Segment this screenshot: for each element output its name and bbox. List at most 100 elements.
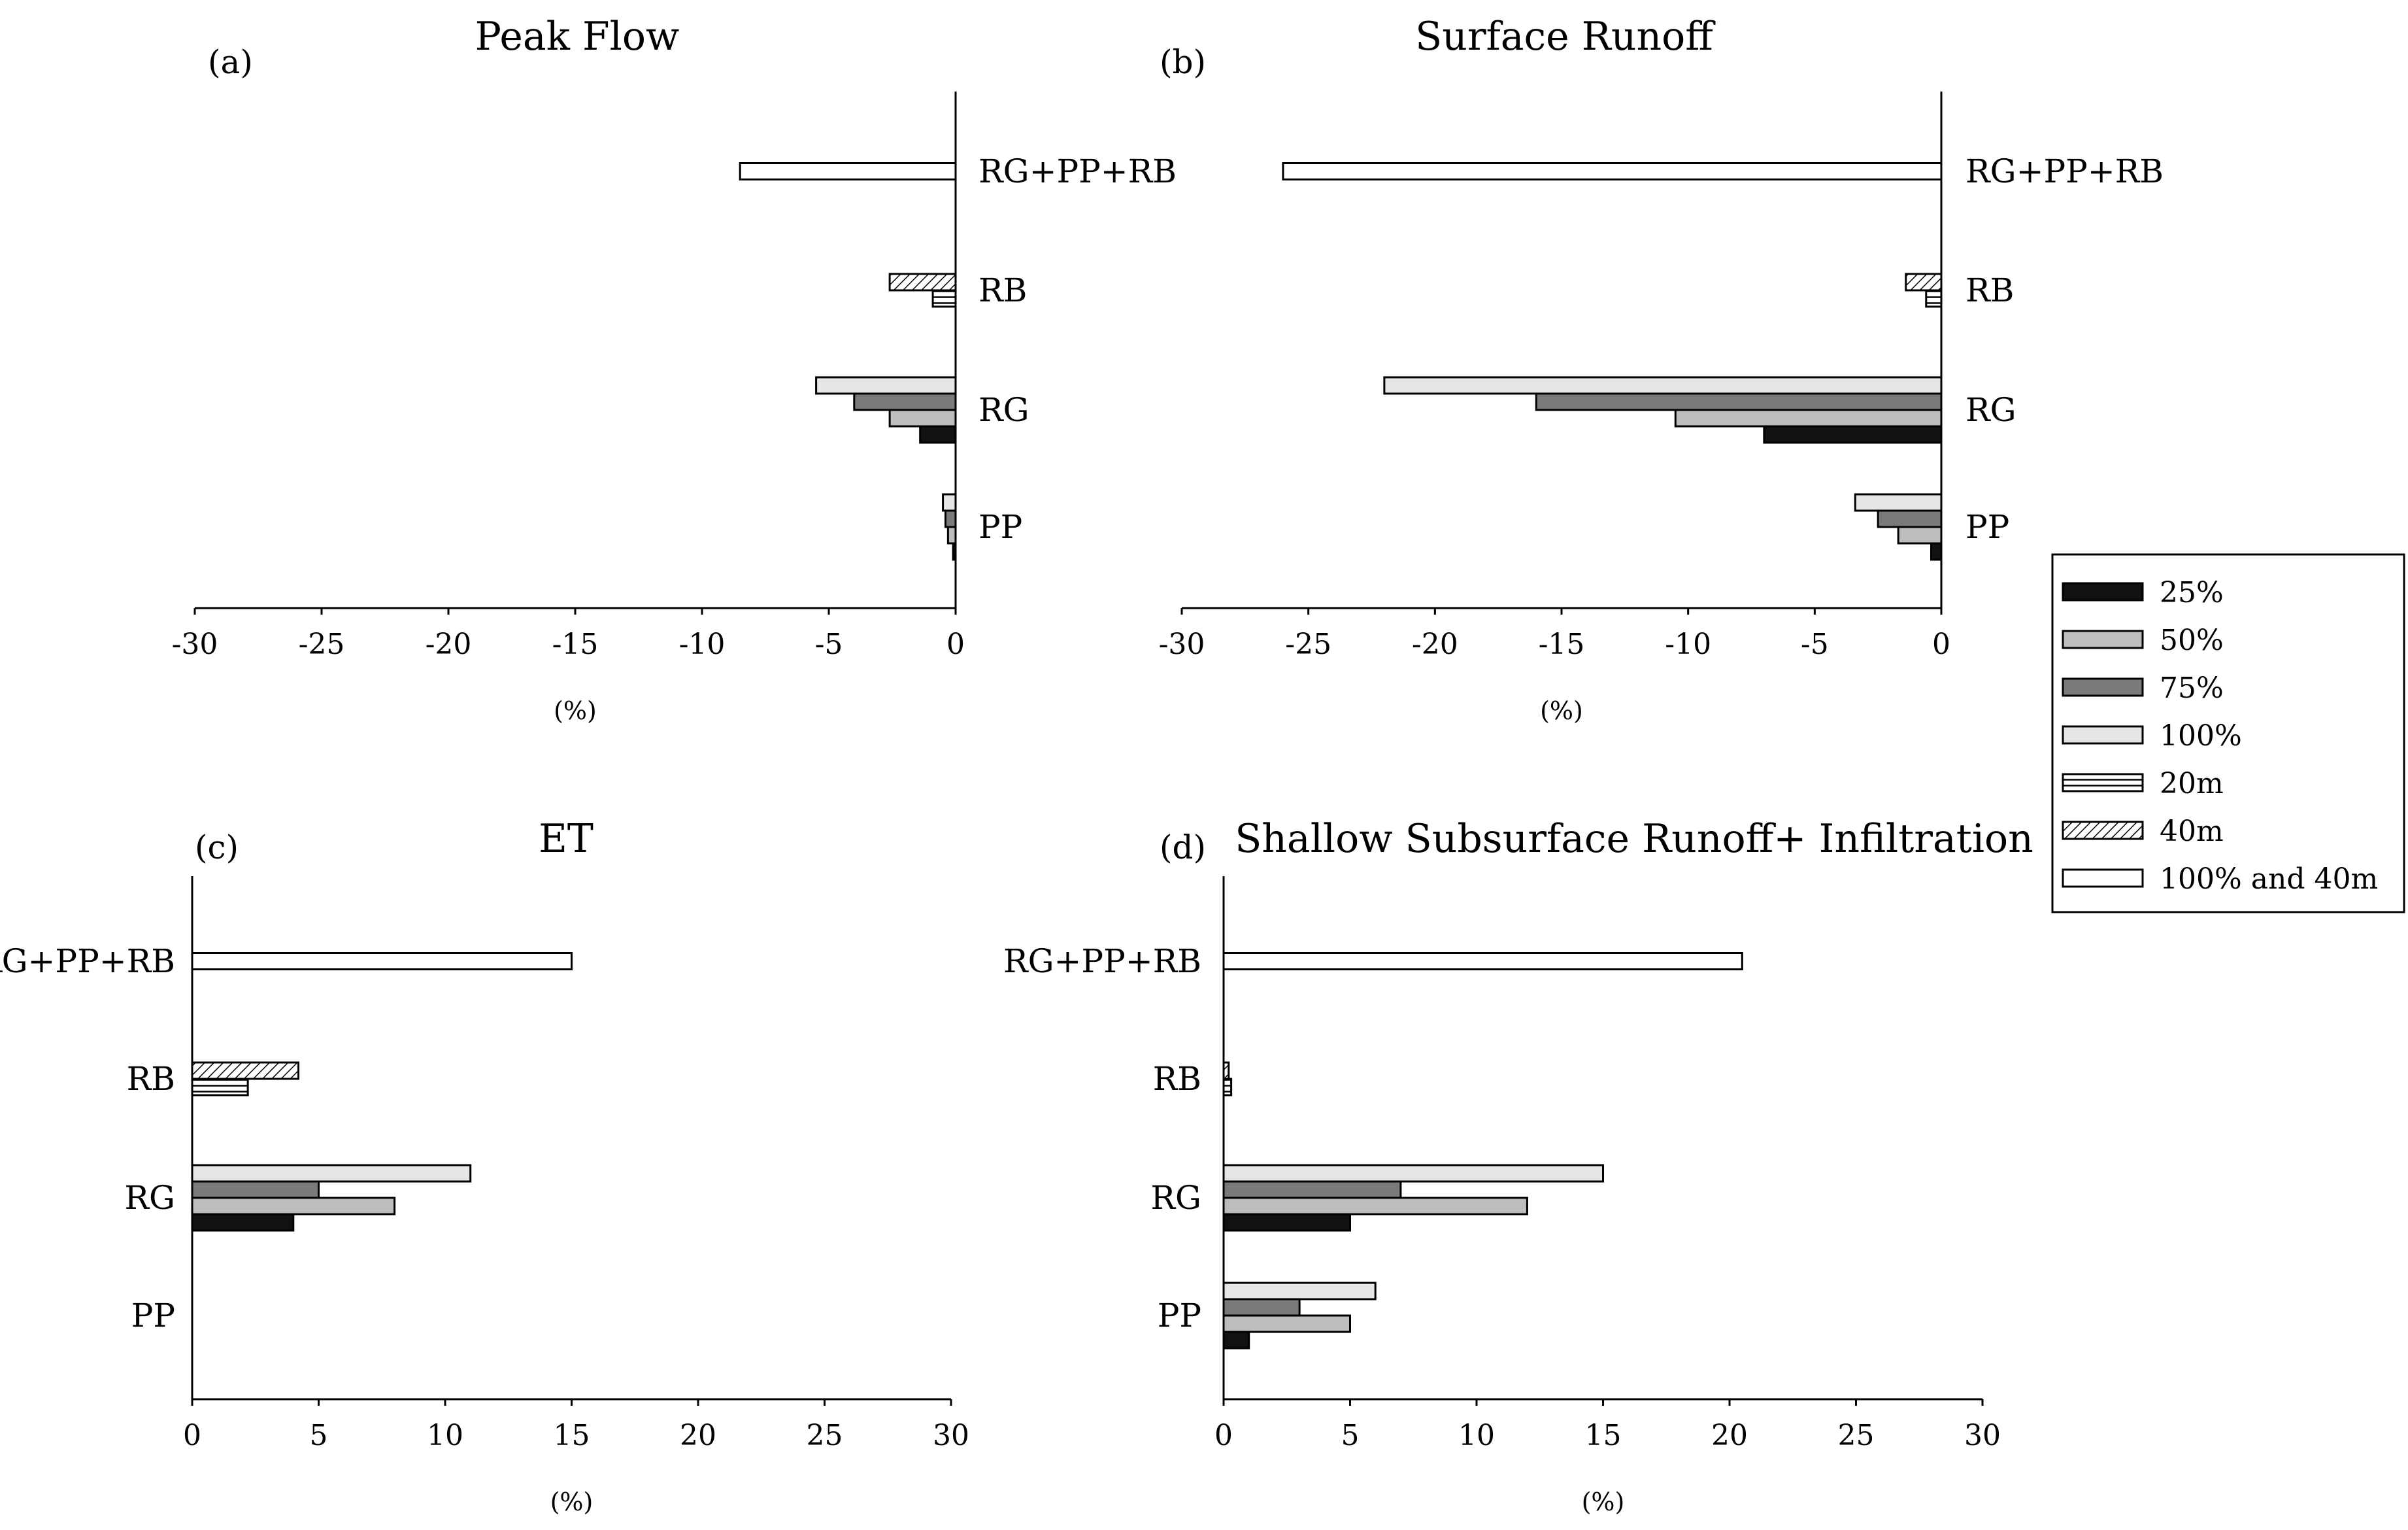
- bar-rg-75: [1222, 1180, 1402, 1199]
- category-label-pp: PP: [131, 1297, 175, 1334]
- bar-rg-50: [1222, 1197, 1528, 1216]
- category-label-rg: RG: [124, 1179, 175, 1217]
- bar-rg-100: [1383, 376, 1943, 395]
- x-tick-label: -25: [299, 628, 345, 661]
- category-label-pp: PP: [1965, 508, 2009, 546]
- bar-pp-100: [1222, 1282, 1377, 1300]
- bar-pp-100: [942, 493, 957, 512]
- bar-rg-pp-rb-100-and-40m: [191, 952, 573, 970]
- category-label-pp: PP: [978, 508, 1022, 546]
- panel-a-label: (a): [208, 43, 253, 81]
- x-tick-label: -30: [172, 628, 218, 661]
- bar-rb-20m: [1222, 1078, 1233, 1096]
- legend-label-40m: 40m: [2160, 815, 2224, 848]
- panel-a-plot: -30 -25 -20 -15 -10 -5 0 (%) RG+PP+RB RB RG PP: [172, 92, 1177, 725]
- bar-pp-25: [952, 542, 957, 561]
- bar-pp-75: [1222, 1298, 1301, 1317]
- panel-d-title: Shallow Subsurface Runoff+ Infiltration: [1235, 816, 2033, 862]
- legend-label-25: 25%: [2160, 576, 2224, 609]
- legend-swatch-75: [2062, 677, 2144, 697]
- bar-rg-pp-rb-100-and-40m: [1222, 952, 1743, 970]
- category-label-rg-pp-rb: RG+PP+RB: [978, 152, 1177, 190]
- legend-items: 25% 50% 75% 100% 20m 40m 100% and 40m: [2062, 576, 2378, 896]
- x-tick-label: -15: [1539, 628, 1585, 661]
- category-label-rb: RB: [978, 271, 1027, 309]
- legend-label-100-and-40m: 100% and 40m: [2160, 862, 2378, 896]
- panel-b-plot: -30 -25 -20 -15 -10 -5 0 (%) RG+PP+RB RB RG PP: [1159, 92, 2164, 725]
- category-label-pp: PP: [1158, 1297, 1201, 1334]
- bar-rg-25: [919, 425, 957, 444]
- x-tick-label: 0: [946, 628, 965, 661]
- x-tick-label: 5: [310, 1419, 328, 1452]
- bar-rg-100: [191, 1164, 472, 1183]
- x-tick-label: 10: [1458, 1419, 1495, 1452]
- category-label-rg: RG: [1965, 391, 2016, 429]
- x-tick-label: -5: [815, 628, 843, 661]
- legend-swatch-20m: [2062, 773, 2144, 792]
- bar-rg-25: [1763, 425, 1943, 444]
- bar-rb-40m: [191, 1061, 300, 1080]
- bar-rg-100: [1222, 1164, 1604, 1183]
- x-tick-label: -15: [552, 628, 599, 661]
- category-label-rg: RG: [978, 391, 1029, 429]
- panel-c-label: (c): [195, 828, 239, 866]
- x-axis-label: (%): [550, 1488, 594, 1516]
- category-label-rb: RB: [1153, 1060, 1201, 1098]
- x-tick-label: 0: [1214, 1419, 1233, 1452]
- legend-label-50: 50%: [2160, 624, 2224, 657]
- x-axis-label: (%): [554, 696, 597, 725]
- x-tick-label: 25: [1838, 1419, 1875, 1452]
- x-tick-label: 15: [1585, 1419, 1622, 1452]
- legend-swatch-50: [2062, 630, 2144, 649]
- legend-swatch-100-and-40m: [2062, 868, 2144, 888]
- bar-rb-40m: [888, 273, 957, 292]
- panel-d-label: (d): [1160, 828, 1206, 866]
- x-tick-label: 0: [1932, 628, 1950, 661]
- category-label-rb: RB: [1965, 271, 2014, 309]
- bar-rb-40m: [1905, 273, 1943, 292]
- panel-b: (b) Surface Runoff -30 -25 -20 -15 -10 -5 0 (%)…: [1159, 14, 2164, 725]
- category-label-rb: RB: [127, 1060, 175, 1098]
- x-tick-label: -25: [1285, 628, 1331, 661]
- legend-swatch-40m: [2062, 821, 2144, 840]
- bar-rg-100: [815, 376, 957, 395]
- category-label-rg: RG: [1150, 1179, 1201, 1217]
- x-tick-label: 5: [1341, 1419, 1360, 1452]
- bar-rg-pp-rb-100-and-40m: [739, 162, 957, 180]
- bar-rb-40m: [1222, 1061, 1230, 1080]
- x-tick-label: 10: [427, 1419, 463, 1452]
- x-tick-label: 30: [933, 1419, 969, 1452]
- x-tick-label: 0: [183, 1419, 201, 1452]
- x-tick-label: -5: [1801, 628, 1829, 661]
- x-tick-label: -10: [1665, 628, 1711, 661]
- panel-d-plot: 0 5 10 15 20 25 30 (%) RG+PP+RB RB RG PP: [1003, 876, 2001, 1516]
- bar-pp-25: [1222, 1331, 1250, 1350]
- panel-d: (d) Shallow Subsurface Runoff+ Infiltrat…: [1003, 816, 2033, 1516]
- x-tick-label: -20: [1412, 628, 1458, 661]
- legend: 25% 50% 75% 100% 20m 40m 100% and 40m: [2051, 553, 2405, 913]
- panel-b-title: Surface Runoff: [1415, 14, 1716, 60]
- bar-rg-50: [1674, 409, 1943, 428]
- bar-rg-50: [888, 409, 957, 428]
- bar-pp-50: [1897, 526, 1943, 545]
- legend-label-100: 100%: [2160, 719, 2242, 753]
- panel-c: (c) ET 0 5 10 15 20 25 30 (%) RG+PP+RB RB RG PP: [0, 816, 969, 1516]
- bar-rb-20m: [1925, 289, 1943, 308]
- bar-rb-20m: [931, 289, 957, 308]
- x-tick-label: -10: [679, 628, 726, 661]
- x-axis-label: (%): [1582, 1488, 1625, 1516]
- x-tick-label: 30: [1964, 1419, 2001, 1452]
- legend-swatch-100: [2062, 725, 2144, 745]
- legend-label-20m: 20m: [2160, 767, 2224, 800]
- panel-b-label: (b): [1160, 43, 1206, 81]
- panel-a-title: Peak Flow: [475, 14, 680, 60]
- category-label-rg-pp-rb: RG+PP+RB: [0, 942, 175, 980]
- bar-rg-75: [853, 392, 957, 411]
- category-label-rg-pp-rb: RG+PP+RB: [1003, 942, 1201, 980]
- bar-rg-25: [191, 1213, 295, 1232]
- x-tick-label: 20: [1711, 1419, 1748, 1452]
- bar-pp-50: [1222, 1314, 1351, 1333]
- bar-rg-75: [191, 1180, 320, 1199]
- x-axis-label: (%): [1540, 696, 1583, 725]
